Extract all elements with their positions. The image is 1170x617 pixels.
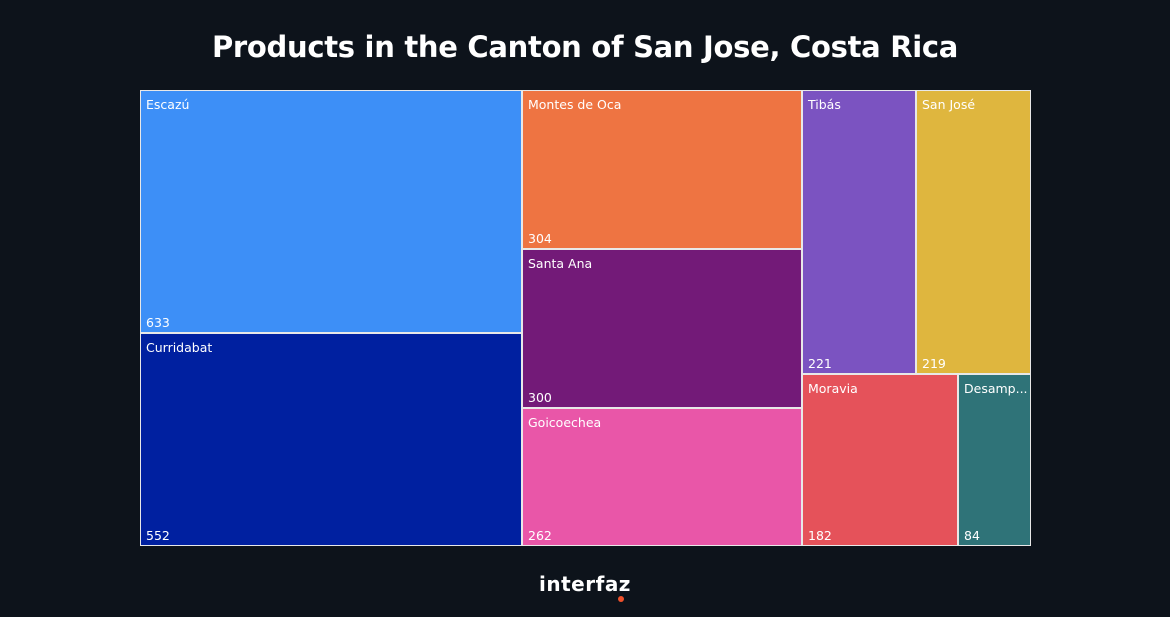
treemap-tile[interactable]: San José 219 bbox=[916, 90, 1031, 374]
tile-value: 221 bbox=[808, 356, 832, 371]
tile-label: Santa Ana bbox=[528, 256, 593, 271]
tile-label: Goicoechea bbox=[528, 415, 602, 430]
tile-label: Curridabat bbox=[146, 340, 213, 355]
tile-value: 300 bbox=[528, 390, 552, 405]
treemap-tile[interactable]: Escazú 633 bbox=[140, 90, 522, 333]
tile-value: 182 bbox=[808, 528, 832, 543]
chart-title: Products in the Canton of San Jose, Cost… bbox=[211, 30, 959, 64]
tile-value: 84 bbox=[964, 528, 980, 543]
tile-label: Tibás bbox=[808, 97, 841, 112]
tile-label: Moravia bbox=[808, 381, 858, 396]
logo-dot bbox=[618, 596, 624, 602]
tile-value: 219 bbox=[922, 356, 946, 371]
interfaz-logo: interfaz bbox=[539, 572, 631, 596]
treemap-tile[interactable]: Montes de Oca 304 bbox=[522, 90, 802, 249]
tile-label: San José bbox=[922, 97, 976, 112]
tile-value: 633 bbox=[146, 315, 170, 330]
tile-value: 304 bbox=[528, 231, 552, 246]
treemap-tile[interactable]: Santa Ana 300 bbox=[522, 249, 802, 408]
tile-label: Montes de Oca bbox=[528, 97, 622, 112]
treemap-tile[interactable]: Tibás 221 bbox=[802, 90, 916, 374]
tile-label: Escazú bbox=[146, 97, 190, 112]
tile-value: 552 bbox=[146, 528, 170, 543]
tile-value: 262 bbox=[528, 528, 552, 543]
treemap-tile[interactable]: Curridabat 552 bbox=[140, 333, 522, 546]
treemap-tile[interactable]: Desamp... 84 bbox=[958, 374, 1031, 546]
tile-label: Desamp... bbox=[964, 381, 1028, 396]
treemap-tile[interactable]: Goicoechea 262 bbox=[522, 408, 802, 546]
treemap-tile[interactable]: Moravia 182 bbox=[802, 374, 958, 546]
